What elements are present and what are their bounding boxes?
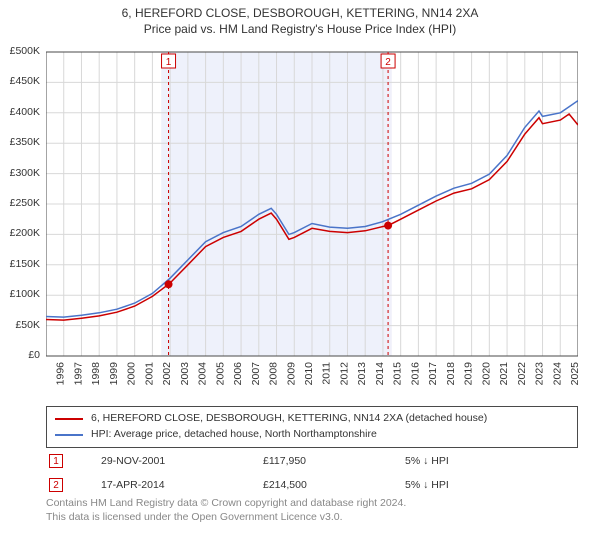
marker-delta: 5% ↓ HPI xyxy=(404,450,576,472)
svg-text:2015: 2015 xyxy=(392,362,404,386)
y-tick-label: £50K xyxy=(0,319,40,331)
svg-text:2013: 2013 xyxy=(356,362,368,386)
svg-text:2011: 2011 xyxy=(321,362,333,385)
svg-text:2009: 2009 xyxy=(285,362,297,386)
svg-text:2023: 2023 xyxy=(534,362,546,386)
svg-text:2006: 2006 xyxy=(232,362,244,386)
chart-title: 6, HEREFORD CLOSE, DESBOROUGH, KETTERING… xyxy=(0,6,600,20)
y-tick-label: £200K xyxy=(0,227,40,239)
svg-text:1996: 1996 xyxy=(55,362,67,386)
y-tick-label: £450K xyxy=(0,75,40,87)
svg-text:2000: 2000 xyxy=(126,362,138,386)
svg-text:2008: 2008 xyxy=(268,362,280,386)
svg-text:2012: 2012 xyxy=(338,362,350,386)
svg-text:2019: 2019 xyxy=(463,362,475,386)
marker-delta: 5% ↓ HPI xyxy=(404,474,576,496)
chart-area: 1995 1996 1997 1998 1999 2000 2001 2002 2003 2004… xyxy=(46,48,578,388)
svg-text:1997: 1997 xyxy=(72,362,84,386)
svg-text:2018: 2018 xyxy=(445,362,457,386)
attribution-block: Contains HM Land Registry data © Crown c… xyxy=(46,496,578,524)
title-block: 6, HEREFORD CLOSE, DESBOROUGH, KETTERING… xyxy=(0,0,600,36)
svg-text:1: 1 xyxy=(166,57,172,68)
svg-text:1998: 1998 xyxy=(90,362,102,386)
svg-text:2020: 2020 xyxy=(480,362,492,386)
legend-label: 6, HEREFORD CLOSE, DESBOROUGH, KETTERING… xyxy=(91,411,487,427)
marker-row: 2 17-APR-2014£214,5005% ↓ HPI xyxy=(48,474,576,496)
y-tick-label: £0 xyxy=(0,349,40,361)
y-tick-label: £400K xyxy=(0,106,40,118)
svg-text:1999: 1999 xyxy=(108,362,120,386)
marker-row: 1 29-NOV-2001£117,9505% ↓ HPI xyxy=(48,450,576,472)
y-tick-label: £150K xyxy=(0,258,40,270)
y-tick-label: £350K xyxy=(0,136,40,148)
figure-root: 6, HEREFORD CLOSE, DESBOROUGH, KETTERING… xyxy=(0,0,600,560)
y-tick-label: £500K xyxy=(0,45,40,57)
marker-index-box: 2 xyxy=(49,478,63,492)
chart-svg: 1995 1996 1997 1998 1999 2000 2001 2002 2003 2004… xyxy=(46,48,578,388)
svg-text:2001: 2001 xyxy=(143,362,155,386)
markers-table: 1 29-NOV-2001£117,9505% ↓ HPI 2 17-APR-2014… xyxy=(46,448,578,498)
svg-text:2007: 2007 xyxy=(250,362,262,386)
marker-date: 29-NOV-2001 xyxy=(100,450,260,472)
marker-date: 17-APR-2014 xyxy=(100,474,260,496)
y-tick-label: £100K xyxy=(0,288,40,300)
svg-text:2005: 2005 xyxy=(214,362,226,386)
svg-text:2025: 2025 xyxy=(569,362,578,386)
marker-price: £117,950 xyxy=(262,450,402,472)
legend-label: HPI: Average price, detached house, Nort… xyxy=(91,427,377,443)
legend-item: 6, HEREFORD CLOSE, DESBOROUGH, KETTERING… xyxy=(55,411,569,427)
svg-text:2: 2 xyxy=(385,57,391,68)
svg-text:2021: 2021 xyxy=(498,362,510,386)
legend-swatch xyxy=(55,434,83,436)
marker-price: £214,500 xyxy=(262,474,402,496)
y-tick-label: £250K xyxy=(0,197,40,209)
svg-text:2014: 2014 xyxy=(374,362,386,386)
marker-index-box: 1 xyxy=(49,454,63,468)
legend-item: HPI: Average price, detached house, Nort… xyxy=(55,427,569,443)
svg-text:2010: 2010 xyxy=(303,362,315,386)
svg-text:2016: 2016 xyxy=(409,362,421,386)
svg-text:2022: 2022 xyxy=(516,362,528,386)
chart-subtitle: Price paid vs. HM Land Registry's House … xyxy=(0,22,600,36)
attribution-line-1: Contains HM Land Registry data © Crown c… xyxy=(46,496,578,510)
svg-text:2024: 2024 xyxy=(551,362,563,386)
svg-text:1995: 1995 xyxy=(46,362,49,386)
legend-box: 6, HEREFORD CLOSE, DESBOROUGH, KETTERING… xyxy=(46,406,578,448)
y-tick-label: £300K xyxy=(0,167,40,179)
legend-swatch xyxy=(55,418,83,420)
svg-text:2004: 2004 xyxy=(197,362,209,386)
svg-text:2002: 2002 xyxy=(161,362,173,386)
svg-text:2017: 2017 xyxy=(427,362,439,386)
attribution-line-2: This data is licensed under the Open Gov… xyxy=(46,510,578,524)
svg-text:2003: 2003 xyxy=(179,362,191,386)
